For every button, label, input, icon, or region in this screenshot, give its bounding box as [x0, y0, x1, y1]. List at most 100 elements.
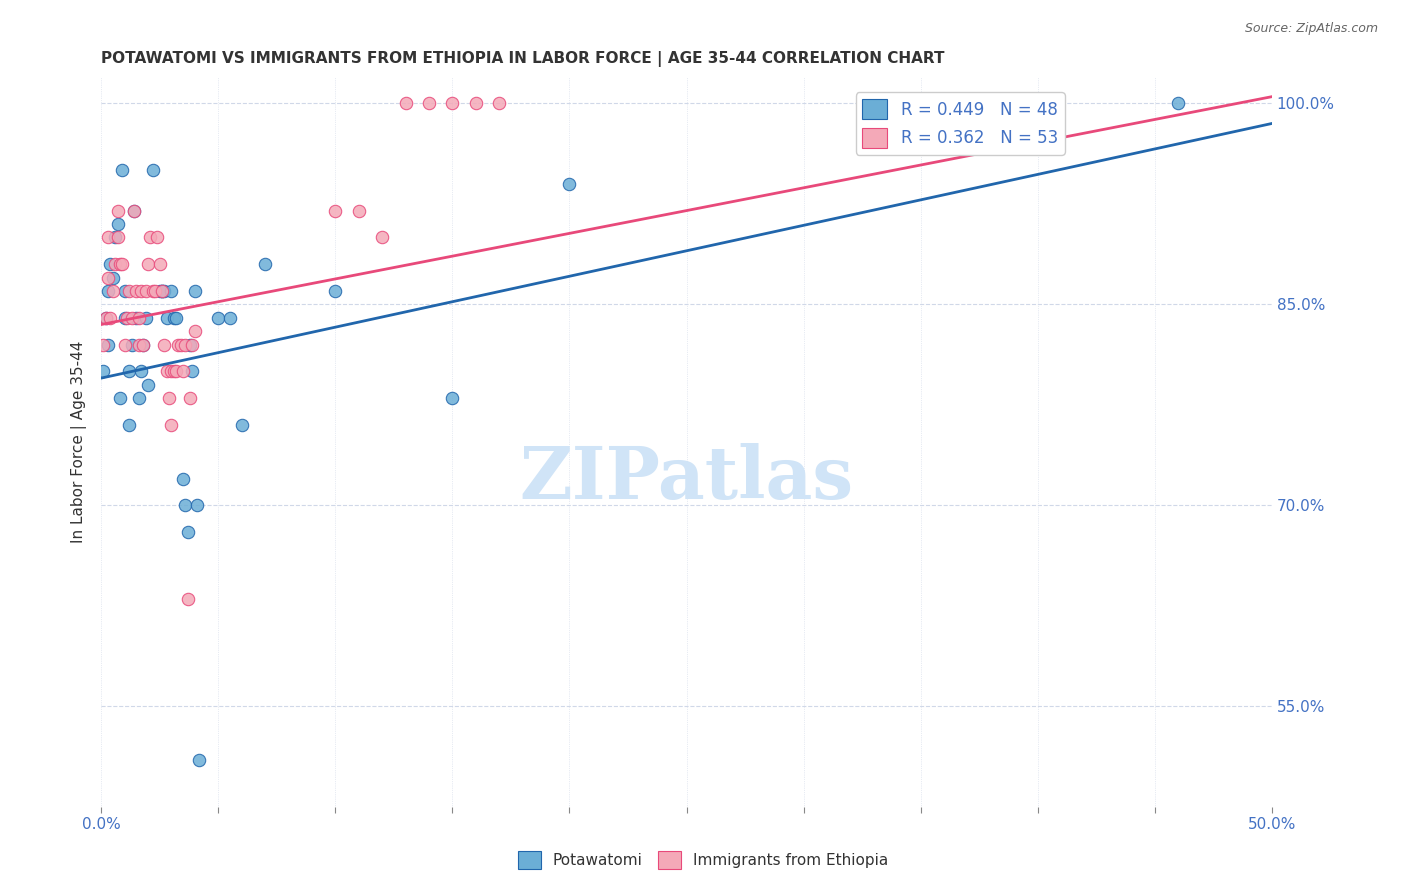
- Point: [100, 257, 122, 271]
- Point: [93, 337, 115, 351]
- Point: [177, 592, 200, 607]
- Point: [101, 270, 124, 285]
- Point: [186, 499, 208, 513]
- Point: [108, 257, 131, 271]
- Point: [347, 203, 370, 218]
- Point: [97, 284, 120, 298]
- Point: [418, 96, 440, 111]
- Point: [165, 310, 187, 325]
- Point: [100, 310, 122, 325]
- Point: [157, 391, 180, 405]
- Point: [121, 337, 143, 351]
- Point: [94, 310, 117, 325]
- Point: [167, 337, 190, 351]
- Point: [149, 284, 172, 298]
- Point: [139, 230, 162, 244]
- Point: [207, 310, 229, 325]
- Point: [184, 324, 207, 338]
- Point: [910, 96, 932, 111]
- Point: [323, 203, 346, 218]
- Point: [174, 337, 197, 351]
- Point: [118, 417, 141, 432]
- Point: [1167, 96, 1189, 111]
- Point: [146, 230, 169, 244]
- Point: [371, 230, 394, 244]
- Point: [125, 310, 148, 325]
- Point: [160, 284, 183, 298]
- Y-axis label: In Labor Force | Age 35-44: In Labor Force | Age 35-44: [72, 341, 87, 543]
- Point: [136, 257, 159, 271]
- Point: [118, 284, 141, 298]
- Point: [111, 257, 134, 271]
- Point: [179, 391, 201, 405]
- Point: [163, 364, 186, 378]
- Point: [254, 257, 277, 271]
- Point: [111, 163, 134, 178]
- Point: [184, 284, 207, 298]
- Point: [488, 96, 510, 111]
- Point: [150, 284, 173, 298]
- Point: [104, 257, 127, 271]
- Point: [153, 337, 176, 351]
- Point: [177, 525, 200, 540]
- Point: [181, 337, 204, 351]
- Legend: R = 0.449   N = 48, R = 0.362   N = 53: R = 0.449 N = 48, R = 0.362 N = 53: [856, 92, 1064, 154]
- Point: [136, 377, 159, 392]
- Point: [160, 364, 183, 378]
- Point: [980, 96, 1002, 111]
- Point: [165, 364, 187, 378]
- Point: [441, 96, 464, 111]
- Point: [150, 284, 173, 298]
- Point: [394, 96, 416, 111]
- Point: [114, 310, 136, 325]
- Point: [129, 364, 152, 378]
- Point: [464, 96, 486, 111]
- Point: [121, 310, 143, 325]
- Point: [135, 284, 157, 298]
- Point: [323, 284, 346, 298]
- Point: [128, 337, 150, 351]
- Point: [153, 284, 176, 298]
- Point: [107, 203, 129, 218]
- Point: [181, 364, 204, 378]
- Point: [172, 472, 194, 486]
- Point: [122, 203, 145, 218]
- Point: [174, 499, 197, 513]
- Text: POTAWATOMI VS IMMIGRANTS FROM ETHIOPIA IN LABOR FORCE | AGE 35-44 CORRELATION CH: POTAWATOMI VS IMMIGRANTS FROM ETHIOPIA I…: [101, 51, 945, 67]
- Point: [128, 391, 150, 405]
- Point: [170, 337, 193, 351]
- Point: [114, 284, 136, 298]
- Point: [156, 364, 179, 378]
- Point: [179, 337, 201, 351]
- Point: [558, 177, 581, 191]
- Point: [142, 163, 165, 178]
- Point: [118, 364, 141, 378]
- Point: [97, 337, 120, 351]
- Point: [125, 284, 148, 298]
- Point: [149, 257, 172, 271]
- Legend: Potawatomi, Immigrants from Ethiopia: Potawatomi, Immigrants from Ethiopia: [512, 845, 894, 875]
- Point: [219, 310, 242, 325]
- Point: [97, 230, 120, 244]
- Point: [115, 310, 138, 325]
- Point: [107, 230, 129, 244]
- Point: [128, 310, 150, 325]
- Point: [135, 310, 157, 325]
- Point: [122, 203, 145, 218]
- Point: [107, 217, 129, 231]
- Point: [114, 337, 136, 351]
- Point: [441, 391, 464, 405]
- Point: [101, 284, 124, 298]
- Point: [132, 337, 155, 351]
- Point: [143, 284, 166, 298]
- Text: ZIPatlas: ZIPatlas: [519, 442, 853, 514]
- Point: [150, 284, 173, 298]
- Point: [104, 230, 127, 244]
- Text: Source: ZipAtlas.com: Source: ZipAtlas.com: [1244, 22, 1378, 36]
- Point: [172, 364, 194, 378]
- Point: [188, 753, 211, 767]
- Point: [132, 337, 155, 351]
- Point: [108, 391, 131, 405]
- Point: [94, 310, 117, 325]
- Point: [231, 417, 253, 432]
